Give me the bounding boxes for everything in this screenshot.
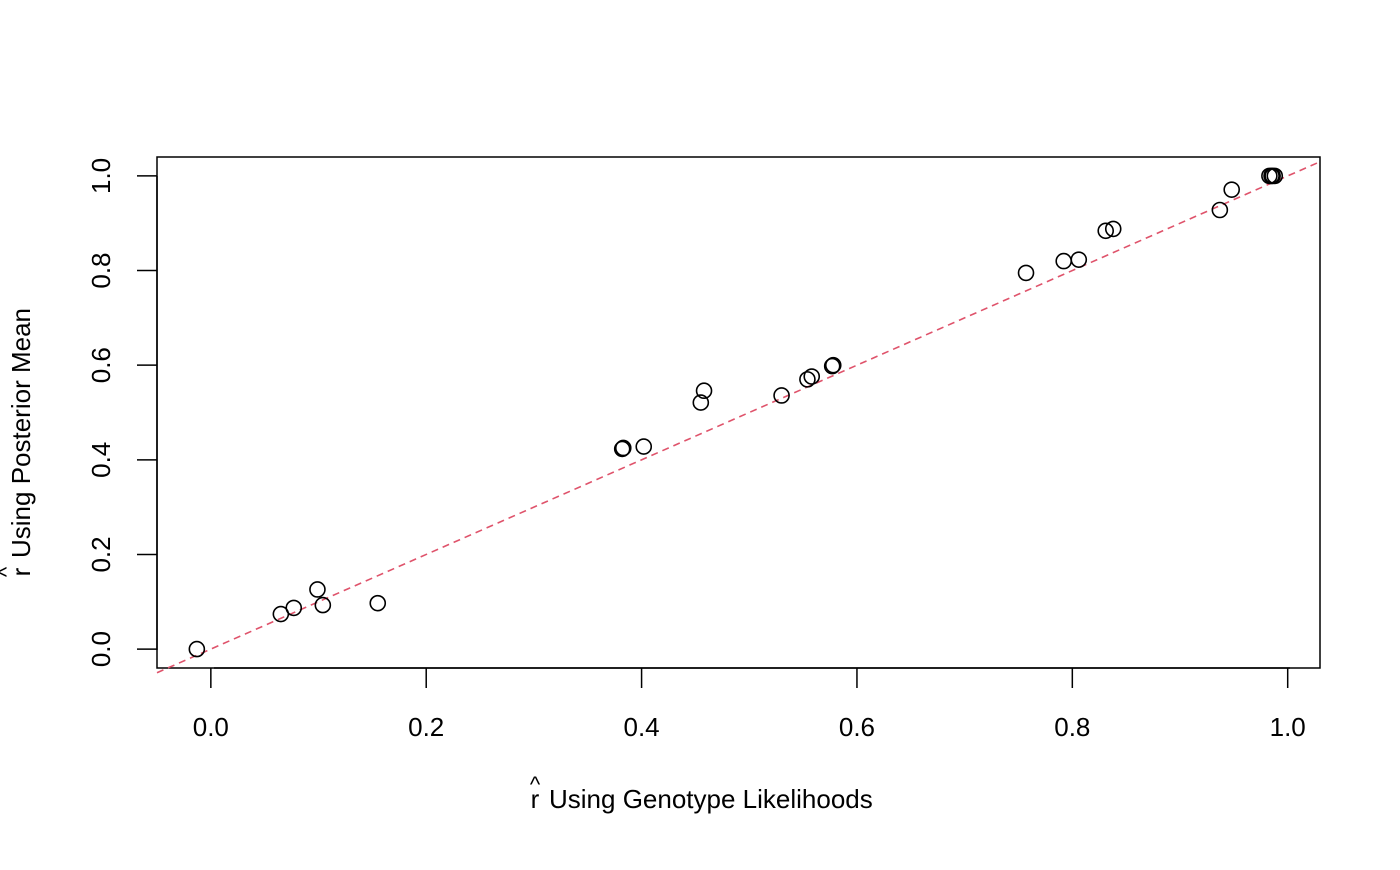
data-point-13 xyxy=(803,368,821,385)
data-point-20 xyxy=(1104,220,1122,238)
data-point-26 xyxy=(1266,167,1284,185)
data-point-8 xyxy=(635,438,653,455)
data-point-5 xyxy=(369,594,387,612)
data-point-14 xyxy=(823,357,841,375)
x-tick-label-4: 0.8 xyxy=(1054,712,1090,742)
reference-line-layer xyxy=(156,160,1321,674)
data-point-16 xyxy=(1017,264,1035,282)
x-axis-title-symbol: r xyxy=(531,784,540,814)
data-point-2 xyxy=(285,599,303,617)
data-point-4 xyxy=(314,596,332,614)
x-tick-label-1: 0.2 xyxy=(408,712,444,742)
data-point-9 xyxy=(692,394,710,411)
data-point-21 xyxy=(1211,201,1229,219)
data-point-10 xyxy=(695,382,713,400)
data-point-17 xyxy=(1055,252,1073,270)
data-point-12 xyxy=(799,371,816,388)
y-tick-label-2: 0.4 xyxy=(86,442,116,478)
x-tick-label-3: 0.6 xyxy=(839,712,875,742)
data-point-22 xyxy=(1223,181,1240,198)
x-tick-label-2: 0.4 xyxy=(624,712,660,742)
x-axis-title-accent: ^ xyxy=(530,772,541,797)
x-tick-label-5: 1.0 xyxy=(1270,712,1306,742)
plot-frame xyxy=(156,156,1321,669)
data-point-11 xyxy=(773,387,790,404)
y-axis: 0.0 0.2 0.4 0.6 0.8 1.0 xyxy=(86,158,158,667)
y-axis-title-text: Using Posterior Mean xyxy=(6,308,36,558)
y-axis-title-accent: ^ xyxy=(0,566,19,577)
y-tick-label-5: 1.0 xyxy=(86,158,116,194)
y-axis-title: ^ r Using Posterior Mean xyxy=(0,308,36,577)
x-tick-label-0: 0.0 xyxy=(193,712,229,742)
data-point-6 xyxy=(613,440,631,458)
x-axis-title: ^ r Using Genotype Likelihoods xyxy=(530,772,873,814)
y-tick-label-3: 0.6 xyxy=(86,347,116,383)
y-tick-label-1: 0.2 xyxy=(86,536,116,572)
y-tick-label-0: 0.0 xyxy=(86,631,116,667)
y-axis-title-symbol: r xyxy=(6,567,36,576)
reference-line-y-equals-x xyxy=(156,160,1321,674)
data-point-0 xyxy=(188,640,206,658)
points-layer xyxy=(188,167,1284,658)
x-axis-title-text: Using Genotype Likelihoods xyxy=(549,784,873,814)
data-point-15 xyxy=(824,356,842,374)
data-point-18 xyxy=(1070,251,1088,268)
data-point-19 xyxy=(1097,222,1115,240)
data-point-7 xyxy=(614,439,632,457)
y-tick-label-4: 0.8 xyxy=(86,252,116,288)
x-axis: 0.0 0.2 0.4 0.6 0.8 1.0 xyxy=(193,667,1306,742)
data-point-3 xyxy=(309,581,326,598)
